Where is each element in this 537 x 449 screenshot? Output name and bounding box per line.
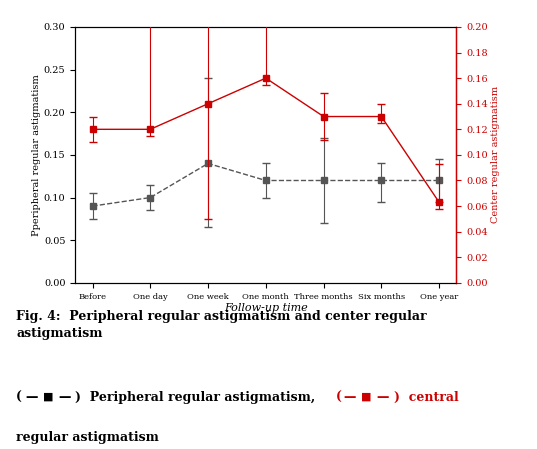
Text: —: — [25, 391, 38, 404]
Text: —: — [344, 391, 356, 404]
Text: —: — [58, 391, 70, 404]
Text: )  Peripheral regular astigmatism,: ) Peripheral regular astigmatism, [75, 391, 315, 404]
Text: (: ( [336, 391, 342, 404]
Text: Fig. 4:  Peripheral regular astigmatism and center regular
astigmatism: Fig. 4: Peripheral regular astigmatism a… [16, 310, 427, 340]
Text: ■: ■ [361, 391, 372, 401]
Text: —: — [376, 391, 388, 404]
Y-axis label: Center regular astigmatism: Center regular astigmatism [491, 86, 500, 224]
X-axis label: Follow-up time: Follow-up time [224, 304, 308, 313]
Text: regular astigmatism: regular astigmatism [16, 431, 159, 444]
Y-axis label: Pperipheral regular astigmatism: Pperipheral regular astigmatism [32, 74, 41, 236]
Text: (: ( [16, 391, 22, 404]
Text: )  central: ) central [394, 391, 459, 404]
Text: ■: ■ [43, 391, 54, 401]
